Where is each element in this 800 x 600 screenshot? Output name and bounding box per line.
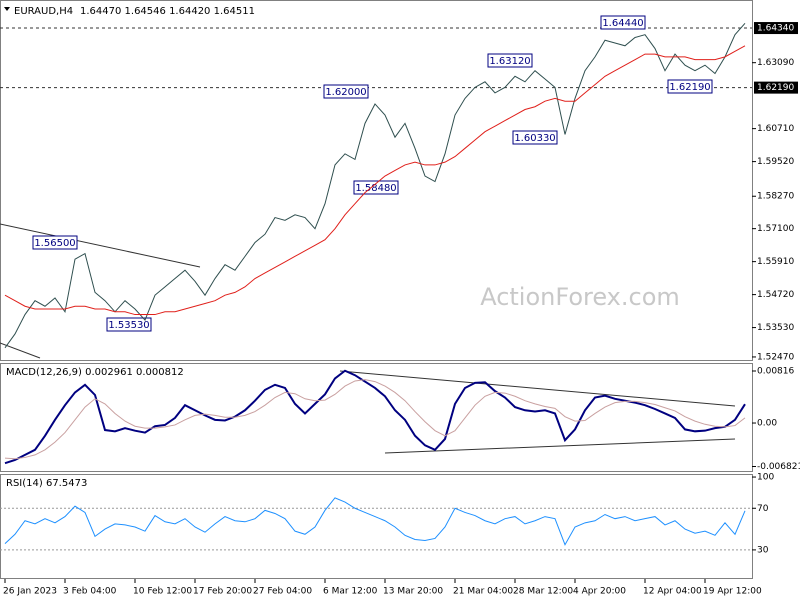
series-line [4,497,746,546]
level-box [754,81,798,94]
annotation: 1.53530 [108,320,149,331]
annotation-box [323,84,369,99]
level-box [754,22,798,35]
trendline [339,370,736,407]
series-line [4,379,746,460]
symbol: EURAUD,H4 [14,6,73,17]
x-tick-label: 13 Mar 20:00 [383,587,443,597]
series-line [4,45,746,316]
annotation-box [512,130,558,145]
series-line [4,23,746,349]
ohlc-values: 1.64470 1.64546 1.64420 1.64511 [80,6,255,17]
y-tick-label: 100 [757,473,774,483]
y-tick-label: 1.53530 [757,323,794,333]
x-tick-label: 3 Feb 04:00 [63,587,117,597]
annotation: 1.62190 [669,82,710,93]
series-line [4,369,746,465]
level-label: 1.64340 [757,24,794,34]
annotation-box [600,15,646,30]
y-tick-label: 1.52470 [757,352,794,362]
annotation: 1.56500 [34,238,75,249]
x-tick-label: 12 Apr 04:00 [643,587,702,597]
x-tick-label: 10 Feb 12:00 [133,587,192,597]
rsi-panel [0,474,753,579]
macd-panel [0,363,753,472]
annotation: 1.58480 [355,183,396,194]
annotation-box [667,79,713,94]
y-tick-label: 30 [757,545,769,555]
rsi-label: RSI(14) 67.5473 [6,478,87,489]
x-tick-label: 26 Jan 2023 [3,587,57,597]
y-tick-label: 70 [757,504,769,514]
y-tick-label: 1.58270 [757,192,794,202]
watermark: ActionForex.com [480,283,680,311]
x-tick-label: 28 Mar 12:00 [513,587,573,597]
y-tick-label: 1.60710 [757,124,794,134]
annotation-box [106,317,152,332]
y-tick-label: -0.006821 [757,462,800,472]
y-tick-label: 1.57100 [757,224,794,234]
x-tick-label: 4 Apr 20:00 [573,587,626,597]
y-tick-label: 1.54720 [757,290,794,300]
y-tick-label: 0.00816 [757,367,794,377]
annotation-box [353,180,399,195]
menu-arrow [4,7,10,11]
y-tick-label: 1.55910 [757,257,794,267]
price-panel [0,0,753,361]
trendline [0,223,201,268]
annotation: 1.60330 [514,133,555,144]
x-tick-label: 19 Apr 12:00 [703,587,762,597]
annotation: 1.63120 [489,56,530,67]
y-tick-label: 1.59520 [757,157,794,167]
annotation-box [487,53,533,68]
x-tick-label: 21 Mar 04:00 [453,587,513,597]
macd-label: MACD(12,26,9) 0.002961 0.000812 [6,367,184,378]
x-tick-label: 27 Feb 04:00 [253,587,312,597]
level-label: 1.62190 [757,83,794,93]
y-tick-label: 0.00 [757,419,777,429]
x-tick-label: 17 Feb 20:00 [193,587,252,597]
x-tick-label: 6 Mar 12:00 [323,587,378,597]
annotation: 1.62000 [325,87,366,98]
y-tick-label: 1.63090 [757,58,794,68]
annotation: 1.64440 [602,18,643,29]
annotation-box [32,235,78,250]
trendline [384,438,736,454]
